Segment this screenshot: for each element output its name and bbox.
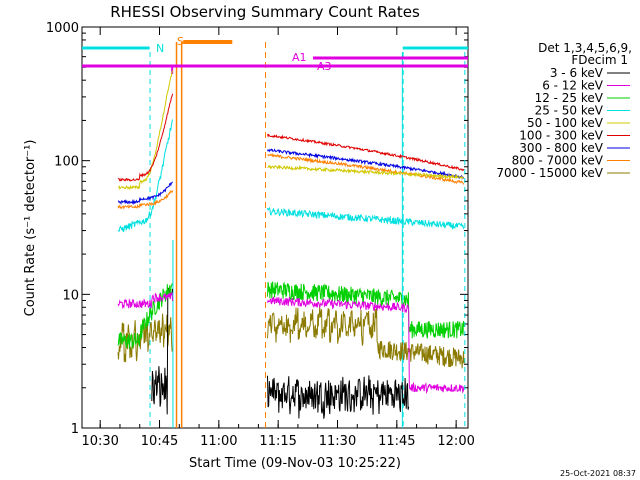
legend-label: 50 - 100 keV: [527, 116, 604, 130]
series-300-800-curve: [118, 181, 173, 206]
series-layer: [117, 70, 465, 419]
series-25-50-curve: [117, 119, 174, 233]
y-axis-label: Count Rate (s⁻¹ detector⁻¹): [23, 140, 38, 317]
attenuator-regions: [82, 40, 468, 428]
series-50-100-curve: [267, 164, 464, 180]
x-tick-label: 11:45: [378, 434, 415, 449]
series-50-100-curve: [118, 70, 174, 191]
annotation-a1: A1: [292, 51, 307, 64]
legend-label: 12 - 25 keV: [535, 91, 604, 105]
annotation-n: N: [156, 42, 164, 55]
series-100-300-curve: [267, 133, 465, 172]
legend-label: 6 - 12 keV: [542, 79, 604, 93]
annotation-s: S: [177, 35, 184, 48]
series-25-50-curve: [267, 206, 465, 230]
legend-header-1: Det 1,3,4,5,6,9,: [538, 41, 632, 55]
x-tick-label: 11:00: [200, 434, 237, 449]
chart-title: RHESSI Observing Summary Count Rates: [110, 3, 420, 21]
series-100-300-curve: [117, 93, 174, 182]
axis-ticks: 10:30 10:45 11:00 11:15 11:30 11:45 12:00 1 10 10…: [46, 21, 475, 449]
x-tick-label: 11:15: [259, 434, 296, 449]
x-tick-label: 12:00: [437, 434, 474, 449]
legend-header-2: FDecim 1: [571, 53, 628, 67]
series-12-25-curve: [117, 283, 173, 350]
legend-label: 100 - 300 keV: [519, 129, 603, 143]
x-tick-label: 11:30: [319, 434, 356, 449]
series-12-25-curve: [267, 281, 465, 339]
legend-label: 300 - 800 keV: [519, 141, 603, 155]
plot-frame: [81, 26, 469, 429]
x-axis-label: Start Time (09-Nov-03 10:25:22): [189, 456, 401, 471]
legend-label: 7000 - 15000 keV: [496, 166, 603, 180]
series-7000-15000-curve: [267, 307, 465, 369]
series-300-800-curve: [267, 148, 465, 180]
legend-label: 25 - 50 keV: [535, 104, 604, 118]
annotation-a3: A3: [317, 60, 332, 73]
series-800-7000-curve: [267, 152, 465, 185]
x-tick-label: 10:30: [81, 434, 118, 449]
y-tick-label: 10: [62, 288, 79, 303]
y-tick-label: 100: [54, 155, 79, 170]
legend-label: 3 - 6 keV: [550, 66, 604, 80]
x-tick-label: 10:45: [141, 434, 178, 449]
series-6-12-curve: [267, 295, 465, 395]
y-tick-label: 1: [71, 422, 79, 437]
series-800-7000-curve: [117, 190, 174, 210]
y-tick-label: 1000: [46, 21, 79, 36]
series-3-6-curve: [267, 375, 410, 419]
footer-date: 25-Oct-2021 08:37: [560, 469, 636, 478]
legend-label: 800 - 7000 keV: [512, 154, 604, 168]
series-6-12-curve: [117, 291, 174, 310]
